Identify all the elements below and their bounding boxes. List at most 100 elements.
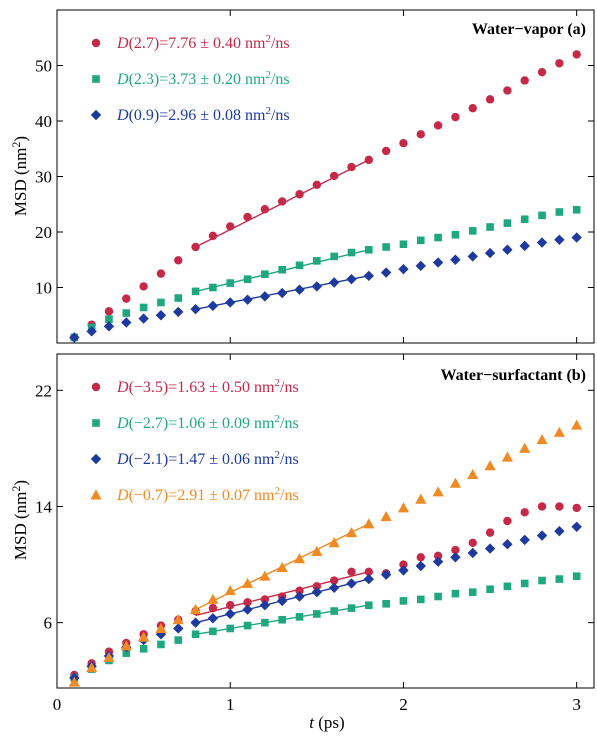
panel-b-series-2-point-27 bbox=[536, 530, 548, 541]
panel-a-series-0-point-2 bbox=[104, 307, 114, 316]
panel-b-series-3-point-21 bbox=[432, 486, 444, 497]
panel-a-series-1-point-15 bbox=[330, 252, 338, 261]
panel-b-legend-marker-1 bbox=[92, 419, 100, 427]
panel-a-series-1-point-28 bbox=[555, 208, 564, 216]
panel-a-series-2-point-23 bbox=[467, 251, 478, 262]
panel-a-series-1-point-12 bbox=[278, 265, 286, 274]
panel-a-series-0-point-25 bbox=[503, 86, 512, 95]
panel-a-series-2-point-7 bbox=[190, 303, 201, 315]
panel-a-series-0-point-21 bbox=[433, 121, 443, 130]
panel-b-series-0-point-19 bbox=[399, 560, 408, 569]
panel-b-series-3-point-19 bbox=[397, 502, 410, 513]
panel-b-series-2-point-11 bbox=[259, 600, 271, 611]
panel-b-series-3-point-26 bbox=[519, 442, 531, 453]
panel-b-legend-label-1: D(−2.7)=1.06 ± 0.09 nm2/ns bbox=[116, 413, 299, 432]
panel-a-series-2-point-1 bbox=[86, 326, 97, 337]
panel-b-series-2-point-6 bbox=[173, 623, 184, 634]
panel-b-series-1-point-21 bbox=[434, 592, 442, 601]
panel-a-series-2-point-11 bbox=[259, 291, 271, 302]
panel-b-series-3-point-1 bbox=[86, 662, 98, 673]
panel-b-series-1-point-6 bbox=[174, 636, 183, 644]
panel-a-label: Water−vapor (a) bbox=[472, 21, 586, 38]
panel-b-series-3-point-7 bbox=[189, 603, 202, 615]
panel-b-series-0-point-16 bbox=[347, 567, 356, 577]
panel-a-legend-label-1: D(2.3)=3.73 ± 0.20 nm2/ns bbox=[116, 69, 290, 88]
panel-a-series-0-point-16 bbox=[347, 162, 356, 172]
panel-a-ytick-label-4: 50 bbox=[35, 57, 52, 76]
panel-b-legend-label-0: D(−3.5)=1.63 ± 0.50 nm2/ns bbox=[116, 377, 299, 396]
panel-a-series-2-point-6 bbox=[173, 306, 184, 318]
panel-b-series-1-point-15 bbox=[330, 607, 338, 615]
panel-b-series-3-point-23 bbox=[467, 468, 479, 480]
panel-a-series-0-point-27 bbox=[537, 67, 547, 77]
panel-b-series-2-point-12 bbox=[276, 595, 288, 607]
panel-b-series-1-point-20 bbox=[416, 595, 425, 604]
panel-a-series-1-point-22 bbox=[451, 230, 460, 239]
panel-b-series-2-point-26 bbox=[519, 534, 530, 546]
panel-b-series-1-point-8 bbox=[209, 627, 217, 636]
panel-b-series-1-point-14 bbox=[313, 610, 321, 618]
panel-a-legend: D(2.7)=7.76 ± 0.40 nm2/ns D(2.3)=3.73 ± 0… bbox=[90, 33, 290, 124]
panel-b-legend-label-2: D(−2.1)=1.47 ± 0.06 nm2/ns bbox=[116, 449, 299, 468]
panel-b-series-2-point-29 bbox=[571, 521, 582, 533]
panel-b: Water−surfactant (b) MSD (nm2) 6 14 22 0 1 2 3… bbox=[9, 353, 595, 714]
panel-a-series-1-point-16 bbox=[347, 248, 356, 257]
panel-b-series-0-point-26 bbox=[520, 508, 529, 517]
panel-a-ticks: 10 20 30 40 50 bbox=[35, 10, 594, 343]
panel-a-fits bbox=[195, 159, 370, 310]
panel-a-series-2-point-8 bbox=[207, 300, 219, 312]
panel-b-series-1-point-27 bbox=[538, 576, 546, 585]
panel-b-series-3-point-22 bbox=[449, 477, 462, 488]
panel-b-ytick-label-2: 22 bbox=[35, 381, 52, 400]
panel-b-series-3-point-16 bbox=[345, 527, 358, 538]
panel-b-series-1-point-13 bbox=[295, 613, 304, 621]
panel-b-frame bbox=[56, 353, 595, 689]
panel-a-series-2-point-0 bbox=[69, 332, 80, 343]
panel-b-series-2-point-16 bbox=[346, 578, 357, 589]
panel-a-series-2-point-2 bbox=[103, 321, 115, 332]
panel-a-ytick-label-2: 30 bbox=[35, 168, 52, 187]
panel-a-ytick-label-3: 40 bbox=[35, 112, 52, 131]
panel-a-series-0-point-12 bbox=[277, 197, 287, 206]
panel-a-series-1-point-29 bbox=[572, 206, 581, 214]
panel-b-series-3-point-15 bbox=[328, 537, 340, 548]
panel-b-series-1-point-25 bbox=[503, 582, 512, 591]
panel-b-series-1-point-22 bbox=[451, 589, 460, 598]
panel-a-series-0-point-6 bbox=[174, 256, 183, 265]
panel-b-series-0-point-24 bbox=[485, 528, 495, 537]
panel-b-series-2-point-13 bbox=[294, 591, 305, 602]
panel-b-series-2-point-10 bbox=[242, 604, 253, 615]
panel-b-series-3-point-5 bbox=[155, 622, 167, 633]
x-axis-label: t (ps) bbox=[309, 713, 344, 732]
panel-a-series-0-point-19 bbox=[399, 139, 408, 148]
panel-b-series-2-point-14 bbox=[311, 586, 323, 598]
panel-a-series-1-point-9 bbox=[226, 279, 235, 287]
panel-b-series-1-point-19 bbox=[399, 597, 408, 605]
panel-b-series-3-point-29 bbox=[571, 419, 583, 430]
panel-a-series-0-point-11 bbox=[260, 205, 270, 214]
panel-b-series-1-point-28 bbox=[555, 575, 564, 583]
panel-a-series-1-point-21 bbox=[434, 233, 442, 242]
panel-a-series-2-point-13 bbox=[294, 284, 305, 295]
panel-b-series-2-point-15 bbox=[328, 582, 340, 593]
panel-b-ytick-label-1: 14 bbox=[35, 497, 53, 516]
panel-a-series-2-point-24 bbox=[484, 247, 496, 259]
panel-b-series-3-point-20 bbox=[415, 493, 427, 504]
panel-b-series-0-point-11 bbox=[260, 595, 270, 604]
panel-a-points bbox=[69, 50, 582, 343]
panel-a-series-0-point-10 bbox=[243, 212, 252, 222]
panel-b-series-0-point-22 bbox=[451, 545, 460, 555]
panel-b-series-1-point-18 bbox=[382, 599, 390, 608]
panel-b-series-0-point-13 bbox=[295, 586, 304, 595]
panel-b-series-1-point-3 bbox=[122, 649, 131, 657]
panel-b-series-1-point-10 bbox=[243, 621, 252, 630]
panel-b-ylabel: MSD (nm2) bbox=[9, 480, 30, 560]
panel-a-series-1-point-27 bbox=[538, 211, 546, 220]
panel-b-series-2-point-19 bbox=[398, 565, 409, 576]
panel-b-series-3-point-10 bbox=[241, 577, 254, 588]
panel-a-series-2-point-29 bbox=[571, 232, 582, 243]
panel-a-series-1-point-25 bbox=[503, 219, 512, 227]
panel-a-series-1-point-26 bbox=[520, 215, 529, 224]
panel-b-series-0-point-8 bbox=[208, 603, 218, 613]
panel-a-series-0-point-9 bbox=[226, 222, 235, 231]
